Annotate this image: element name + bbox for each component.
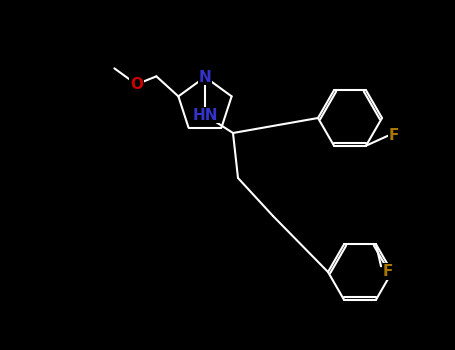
- Text: F: F: [383, 264, 393, 279]
- Text: N: N: [199, 70, 212, 84]
- Text: HN: HN: [192, 107, 218, 122]
- Text: F: F: [389, 128, 399, 143]
- Text: O: O: [130, 77, 143, 92]
